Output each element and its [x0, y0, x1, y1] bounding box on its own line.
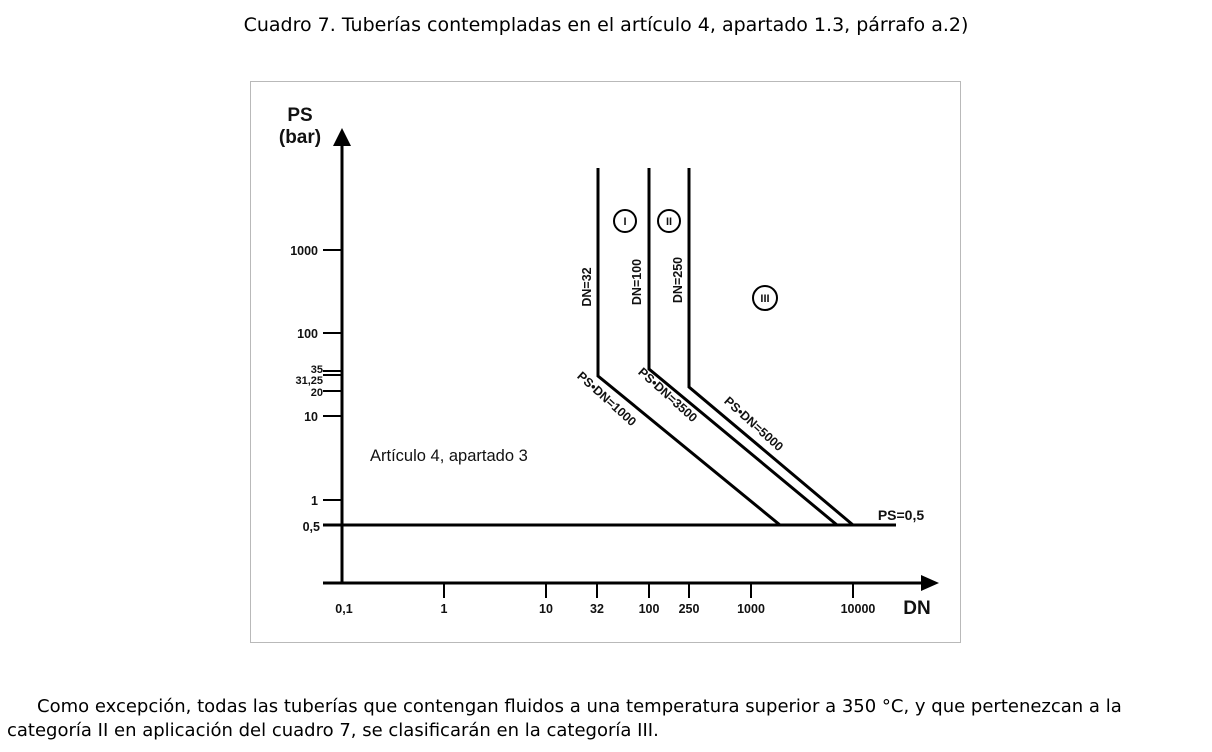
y-tick-label: 1000 [290, 244, 318, 258]
category-ii-label: II [666, 216, 672, 228]
y-axis-arrow-icon [333, 128, 351, 146]
x-tick-label: 0,1 [335, 602, 352, 616]
region-label: Artículo 4, apartado 3 [370, 447, 528, 465]
category-iii-marker-icon [752, 285, 778, 311]
y-tick-label: 0,5 [303, 520, 320, 534]
curve-label-dn250: DN=250 [671, 257, 685, 303]
y-tick-label: 1 [311, 494, 318, 508]
x-tick-label: 1000 [737, 602, 765, 616]
x-tick-label: 100 [639, 602, 660, 616]
pressure-category-diagram: PS (bar) 1000 100 35 31,25 20 10 1 0,5 [250, 81, 961, 643]
category-ii-marker-icon [657, 209, 681, 233]
curve-label-dn32: DN=32 [580, 267, 594, 306]
x-tick-label: 10000 [841, 602, 876, 616]
exception-paragraph-text: Como excepción, todas las tuberías que c… [7, 696, 1122, 741]
category-i-marker-icon [613, 209, 637, 233]
y-tick-label: 10 [304, 410, 318, 424]
y-tick-label: 20 [311, 387, 323, 399]
y-axis-title-unit: (bar) [279, 127, 321, 148]
x-axis-arrow-icon [921, 575, 939, 591]
x-axis-title: DN [903, 598, 930, 619]
category-iii-label: III [760, 293, 769, 305]
y-tick-label: 31,25 [295, 375, 323, 387]
x-tick-label: 10 [539, 602, 553, 616]
boundary-curve-dn250 [687, 168, 854, 527]
diagram-svg: PS (bar) 1000 100 35 31,25 20 10 1 0,5 [279, 105, 939, 619]
x-tick-label: 1 [441, 602, 448, 616]
y-axis-title: PS [287, 105, 312, 126]
category-i-label: I [623, 216, 626, 228]
x-tick-label: 32 [590, 602, 604, 616]
y-axis-ticks [323, 249, 342, 501]
curve-label-dn100: DN=100 [630, 259, 644, 305]
boundary-curve-dn100 [647, 168, 838, 527]
x-tick-label: 250 [679, 602, 700, 616]
boundary-curve-dn32 [596, 168, 781, 527]
y-tick-label: 100 [297, 327, 318, 341]
y-tick-label: 35 [311, 364, 323, 376]
figure-caption: Cuadro 7. Tuberías contempladas en el ar… [243, 14, 969, 36]
x-axis-ticks [443, 583, 854, 598]
curve-label-psdn1000: PS•DN=1000 [574, 369, 639, 429]
exception-paragraph: Como excepción, todas las tuberías que c… [7, 695, 1207, 743]
ps-threshold-label: PS=0,5 [878, 507, 925, 523]
